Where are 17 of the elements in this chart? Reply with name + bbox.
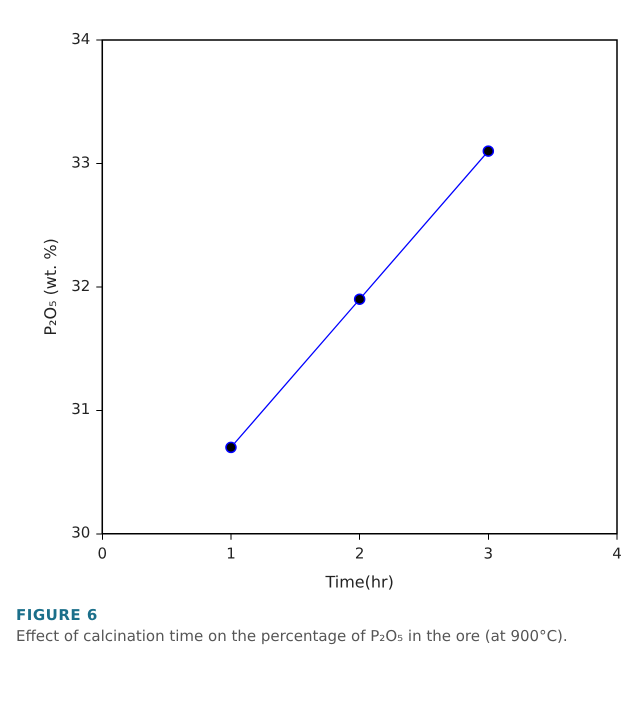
text: Effect of calcination time on the percentage of P₂O₅ in the ore (at 900°C).	[16, 626, 569, 647]
point	[482, 145, 494, 157]
x-tick-label: 4	[612, 544, 622, 563]
y-tick-label: 31	[71, 400, 90, 418]
point	[354, 293, 366, 305]
x-axis-title: Time(hr)	[324, 572, 394, 592]
x-tick-label: 0	[98, 544, 108, 563]
y-tick-label: 32	[71, 276, 90, 295]
y-tick-label: 30	[71, 524, 90, 542]
y-tick-label: 34	[71, 30, 90, 48]
x-tick-label: 1	[226, 544, 236, 563]
y-tick-label: 33	[71, 153, 90, 172]
x-tick-label: 2	[354, 544, 364, 563]
point	[225, 442, 237, 454]
x-tick-label: 3	[484, 544, 494, 563]
y-axis-title: P₂O₅ (wt. %)	[40, 238, 60, 336]
caption: FIGURE 6	[16, 605, 99, 626]
